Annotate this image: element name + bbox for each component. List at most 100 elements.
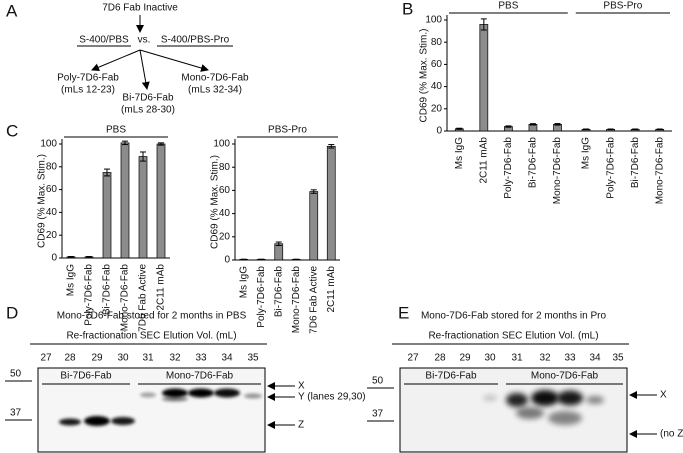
error-bar bbox=[158, 142, 164, 146]
gel-band bbox=[483, 395, 497, 401]
lane-number: 35 bbox=[247, 353, 259, 364]
lane-group-label: Mono-7D6-Fab bbox=[531, 371, 599, 382]
y-tick-label: 80 bbox=[46, 161, 58, 172]
bar bbox=[274, 243, 284, 261]
error-bar bbox=[607, 128, 614, 131]
y-axis-label: CD69 (% Max. Stim.) bbox=[210, 155, 221, 249]
bar bbox=[309, 191, 319, 261]
gel-band bbox=[531, 390, 559, 406]
gel-band bbox=[162, 396, 188, 402]
bar bbox=[102, 172, 112, 259]
bar bbox=[326, 145, 336, 261]
error-bar bbox=[104, 168, 110, 177]
error-bar bbox=[456, 127, 463, 130]
lane-number: 33 bbox=[195, 353, 207, 364]
gel-band bbox=[244, 393, 262, 399]
x-tick-label: 2C11 mAb bbox=[478, 137, 489, 184]
scheme-top: 7D6 Fab Inactive bbox=[102, 3, 178, 14]
band-label: X bbox=[298, 381, 305, 392]
lane-number: 28 bbox=[64, 353, 76, 364]
lane-number: 27 bbox=[407, 353, 419, 364]
x-tick-label: Ms IgG bbox=[454, 137, 465, 169]
gel-blot bbox=[399, 367, 628, 453]
error-bar bbox=[632, 128, 639, 131]
mw-marker: 50 bbox=[372, 376, 384, 387]
group-label: PBS-Pro bbox=[268, 125, 307, 136]
product-name: Poly-7D6-Fab bbox=[57, 73, 119, 84]
error-bar bbox=[529, 123, 536, 126]
gel-band bbox=[111, 417, 135, 425]
x-tick-label: Ms IgG bbox=[581, 137, 592, 169]
gel-blot bbox=[37, 367, 266, 453]
gel-band bbox=[214, 388, 240, 398]
lane-group-label: Bi-7D6-Fab bbox=[60, 371, 112, 382]
group-label: PBS bbox=[106, 125, 126, 136]
bar bbox=[138, 156, 148, 259]
y-tick-label: 0 bbox=[224, 255, 230, 266]
lane-number: 35 bbox=[612, 353, 624, 364]
x-tick-label: Poly-7D6-Fab bbox=[605, 137, 616, 199]
scheme-condition: S-400/PBS-Pro bbox=[161, 35, 230, 46]
gel-band bbox=[516, 407, 544, 419]
y-tick-label: 0 bbox=[436, 126, 442, 137]
x-tick-label: 2C11 mAb bbox=[156, 264, 167, 311]
scheme-vs: vs. bbox=[138, 35, 151, 46]
product-name: Mono-7D6-Fab bbox=[181, 73, 249, 84]
band-label: Y (lanes 29,30) bbox=[298, 392, 366, 403]
lane-group-label: Mono-7D6-Fab bbox=[166, 371, 234, 382]
y-tick-label: 40 bbox=[431, 81, 443, 92]
x-tick-label: Ms IgG bbox=[238, 266, 249, 298]
arrow bbox=[139, 49, 209, 72]
y-tick-label: 60 bbox=[219, 185, 231, 196]
lane-number: 30 bbox=[484, 353, 496, 364]
error-bar bbox=[86, 256, 92, 258]
gel-title: Mono-7D6-Fab stored for 2 months in Pro bbox=[421, 311, 607, 322]
arrow bbox=[139, 49, 150, 90]
x-tick-label: Mono-7D6-Fab bbox=[291, 266, 302, 334]
gel-band bbox=[188, 388, 214, 398]
x-tick-label: Ms IgG bbox=[66, 264, 77, 296]
error-bar bbox=[68, 256, 74, 258]
y-tick-label: 100 bbox=[40, 139, 57, 150]
y-tick-label: 80 bbox=[219, 162, 231, 173]
gel-panel: D Mono-7D6-Fab stored for 2 months in PBS… bbox=[5, 303, 366, 453]
bar-chart: C 0 20 40 60 80 100 CD69 (% Max. Stim.) Ms IgG Po… bbox=[6, 121, 170, 332]
x-tick-label: Bi-7D6-Fab bbox=[102, 264, 113, 316]
gel-band bbox=[586, 396, 604, 404]
y-tick-label: 0 bbox=[51, 253, 57, 264]
bar bbox=[156, 143, 166, 259]
error-bar bbox=[505, 125, 512, 128]
mw-marker: 37 bbox=[372, 409, 384, 420]
product-fractions: (mLs 32-34) bbox=[188, 85, 242, 96]
y-tick-label: 100 bbox=[425, 15, 442, 26]
y-tick-label: 20 bbox=[46, 230, 58, 241]
gel-subtitle: Re-fractionation SEC Elution Vol. (mL) bbox=[66, 331, 236, 342]
y-tick-label: 60 bbox=[46, 184, 58, 195]
product-fractions: (mLs 28-30) bbox=[121, 105, 175, 116]
x-tick-label: Mono-7D6-Fab bbox=[654, 137, 665, 205]
lane-number: 27 bbox=[40, 353, 52, 364]
bar-chart: 0 20 40 60 80 100 CD69 (% Max. Stim.) Ms IgG Pol… bbox=[210, 125, 340, 334]
mw-marker: 50 bbox=[10, 369, 22, 380]
scheme-condition: S-400/PBS bbox=[79, 35, 129, 46]
lane-number: 34 bbox=[221, 353, 233, 364]
error-bar bbox=[554, 123, 561, 126]
panel-label: C bbox=[6, 121, 18, 140]
gel-panel: E Mono-7D6-Fab stored for 2 months in Pro… bbox=[367, 303, 683, 453]
panel-label: D bbox=[6, 303, 18, 322]
bar bbox=[120, 142, 130, 259]
y-tick-label: 60 bbox=[431, 59, 443, 70]
bar-chart: B 0 20 40 60 80 100 CD69 (% Max. Stim.) Ms IgG 2C… bbox=[402, 0, 672, 204]
panel-label: B bbox=[402, 0, 413, 18]
lane-group-label: Bi-7D6-Fab bbox=[425, 371, 477, 382]
gel-band bbox=[84, 416, 110, 426]
lane-number: 31 bbox=[142, 353, 154, 364]
lane-number: 28 bbox=[434, 353, 446, 364]
lane-number: 29 bbox=[91, 353, 103, 364]
error-bar bbox=[122, 140, 128, 146]
y-tick-label: 20 bbox=[219, 231, 231, 242]
gel-band bbox=[162, 388, 188, 398]
error-bar bbox=[310, 189, 317, 194]
group-label: PBS-Pro bbox=[603, 1, 642, 12]
